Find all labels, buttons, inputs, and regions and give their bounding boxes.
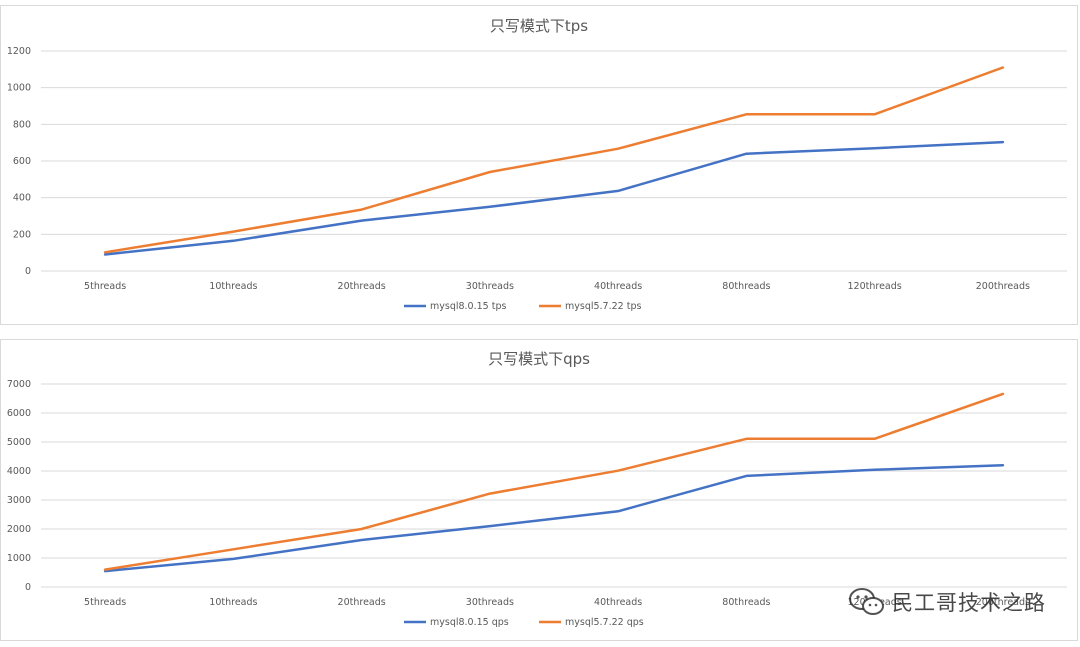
x-tick-label: 40threads: [594, 597, 642, 608]
x-tick-label: 80threads: [722, 281, 770, 292]
y-tick-label: 2000: [7, 524, 31, 535]
y-tick-label: 1000: [7, 553, 31, 564]
watermark: 民工哥技术之路: [848, 587, 1046, 617]
legend-label: mysql8.0.15 qps: [430, 617, 509, 628]
legend-label: mysql5.7.22 tps: [565, 301, 641, 312]
y-tick-label: 5000: [7, 437, 31, 448]
chart-panel-qps: 只写模式下qps 0 1000 2000 3000 4000 5000 6000 7000 5th…: [0, 339, 1078, 641]
chart-title: 只写模式下qps: [488, 350, 590, 368]
y-tick-label: 600: [13, 156, 31, 167]
y-tick-label: 1000: [7, 83, 31, 94]
series-line-2: [103, 66, 1005, 254]
x-tick-label: 30threads: [466, 597, 514, 608]
x-tick-label: 30threads: [466, 281, 514, 292]
tps-line-chart: 只写模式下tps 0 200 400 600 800 1000 1200 5threads 10t…: [7, 17, 1067, 312]
x-tick-label: 40threads: [594, 281, 642, 292]
legend-label: mysql5.7.22 qps: [565, 617, 644, 628]
x-tick-label: 80threads: [722, 597, 770, 608]
qps-line-chart: 只写模式下qps 0 1000 2000 3000 4000 5000 6000 7000 5th…: [7, 350, 1067, 628]
x-tick-label: 20threads: [338, 281, 386, 292]
watermark-text: 民工哥技术之路: [892, 591, 1046, 615]
chart-panel-tps: 只写模式下tps 0 200 400 600 800 1000 1200 5threads 10t…: [0, 5, 1078, 325]
y-tick-label: 7000: [7, 379, 31, 390]
y-tick-label: 0: [25, 266, 31, 277]
y-tick-label: 6000: [7, 408, 31, 419]
x-tick-label: 5threads: [84, 281, 126, 292]
x-tick-label: 200threads: [976, 597, 1030, 608]
x-tick-label: 20threads: [338, 597, 386, 608]
chart-title: 只写模式下tps: [490, 17, 588, 35]
x-tick-label: 10threads: [209, 281, 257, 292]
y-tick-label: 800: [13, 119, 31, 130]
y-tick-label: 400: [13, 193, 31, 204]
y-tick-label: 0: [25, 582, 31, 593]
x-tick-label: 120threads: [848, 281, 902, 292]
y-tick-label: 4000: [7, 466, 31, 477]
x-tick-label: 5threads: [84, 597, 126, 608]
y-tick-label: 3000: [7, 495, 31, 506]
series-line-2: [103, 392, 1005, 571]
series-line-1: [103, 140, 1005, 256]
x-tick-label: 200threads: [976, 281, 1030, 292]
wechat-icon: [849, 588, 884, 615]
series-line-1: [103, 463, 1005, 573]
legend-label: mysql8.0.15 tps: [430, 301, 506, 312]
x-tick-label: 10threads: [209, 597, 257, 608]
y-tick-label: 200: [13, 229, 31, 240]
y-tick-label: 1200: [7, 46, 31, 57]
